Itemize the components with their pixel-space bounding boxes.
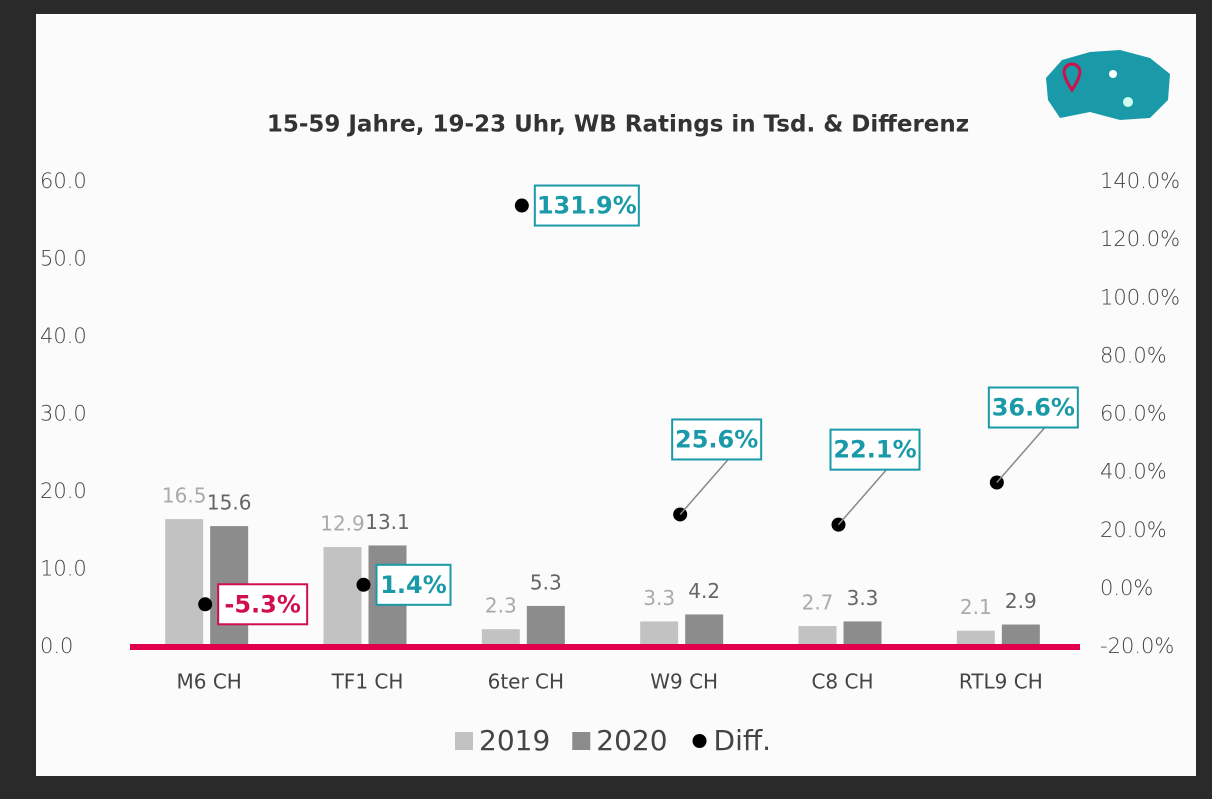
x-tick-label: M6 CH xyxy=(176,670,241,694)
diff-point xyxy=(198,597,213,612)
value-label: 16.5 xyxy=(162,484,207,508)
leader-line xyxy=(837,469,888,526)
bar xyxy=(640,621,679,647)
y-tick-label: 0.0 xyxy=(40,634,73,658)
x-tick-label: W9 CH xyxy=(650,670,718,694)
value-label: 15.6 xyxy=(207,491,252,515)
legend-marker xyxy=(572,732,591,750)
y2-tick-label: 0.0% xyxy=(1100,576,1153,600)
diff-label: 131.9% xyxy=(537,192,637,220)
leader-line xyxy=(996,427,1046,483)
diff-label-box xyxy=(829,428,921,471)
value-label: 3.3 xyxy=(847,586,879,610)
y2-tick-label: 140.0% xyxy=(1100,169,1180,193)
x-tick-label: C8 CH xyxy=(811,670,873,694)
bar xyxy=(843,621,882,647)
diff-label-box xyxy=(671,418,763,461)
diff-point xyxy=(514,198,529,213)
value-label: 5.3 xyxy=(530,570,562,594)
map-icon xyxy=(1046,50,1170,120)
y2-tick-label: 60.0% xyxy=(1100,402,1167,426)
y-tick-label: 20.0 xyxy=(40,479,87,503)
y2-tick-label: 120.0% xyxy=(1100,227,1180,251)
y2-tick-label: 40.0% xyxy=(1100,460,1167,484)
bar xyxy=(798,626,837,647)
bar xyxy=(481,629,520,647)
bar xyxy=(526,605,565,647)
chart-title: 15-59 Jahre, 19-23 Uhr, WB Ratings in Ts… xyxy=(267,112,969,138)
legend-marker xyxy=(692,734,707,748)
bar xyxy=(956,630,995,647)
y-tick-label: 10.0 xyxy=(40,557,87,581)
value-label: 13.1 xyxy=(365,510,410,534)
value-label: 4.2 xyxy=(688,579,720,603)
x-tick-label: RTL9 CH xyxy=(959,670,1043,694)
y-tick-label: 30.0 xyxy=(40,402,87,426)
bar xyxy=(165,519,204,647)
diff-label-box xyxy=(375,563,452,606)
y2-tick-label: 20.0% xyxy=(1100,518,1167,542)
x-tick-label: TF1 CH xyxy=(331,670,404,694)
diff-label-box xyxy=(533,184,640,227)
diff-point xyxy=(356,577,371,592)
y-tick-label: 40.0 xyxy=(40,324,87,348)
value-label: 3.3 xyxy=(643,586,675,610)
bar xyxy=(685,614,724,647)
diff-label: -5.3% xyxy=(224,590,301,618)
bar xyxy=(323,547,362,647)
diff-label-box xyxy=(987,386,1079,429)
y2-tick-label: 80.0% xyxy=(1100,343,1167,367)
legend-label: Diff. xyxy=(714,724,772,757)
y-tick-label: 60.0 xyxy=(40,169,87,193)
bar xyxy=(1001,624,1040,647)
diff-label: 25.6% xyxy=(675,425,758,453)
diff-label: 22.1% xyxy=(833,436,916,464)
y2-tick-label: -20.0% xyxy=(1100,634,1174,658)
diff-label-box xyxy=(217,583,309,626)
value-label: 2.9 xyxy=(1005,589,1037,613)
value-label: 2.7 xyxy=(802,591,834,615)
diff-label: 1.4% xyxy=(380,571,447,599)
value-label: 2.1 xyxy=(960,595,992,619)
y2-tick-label: 100.0% xyxy=(1100,285,1180,309)
legend-marker xyxy=(455,732,473,750)
baseline xyxy=(130,644,1080,650)
value-label: 12.9 xyxy=(320,512,365,536)
x-tick-label: 6ter CH xyxy=(488,670,564,694)
y-tick-label: 50.0 xyxy=(40,247,87,271)
value-label: 2.3 xyxy=(485,594,517,618)
legend-label: 2019 xyxy=(479,724,550,757)
diff-label: 36.6% xyxy=(992,394,1075,422)
legend-label: 2020 xyxy=(596,724,667,757)
leader-line xyxy=(679,458,729,515)
